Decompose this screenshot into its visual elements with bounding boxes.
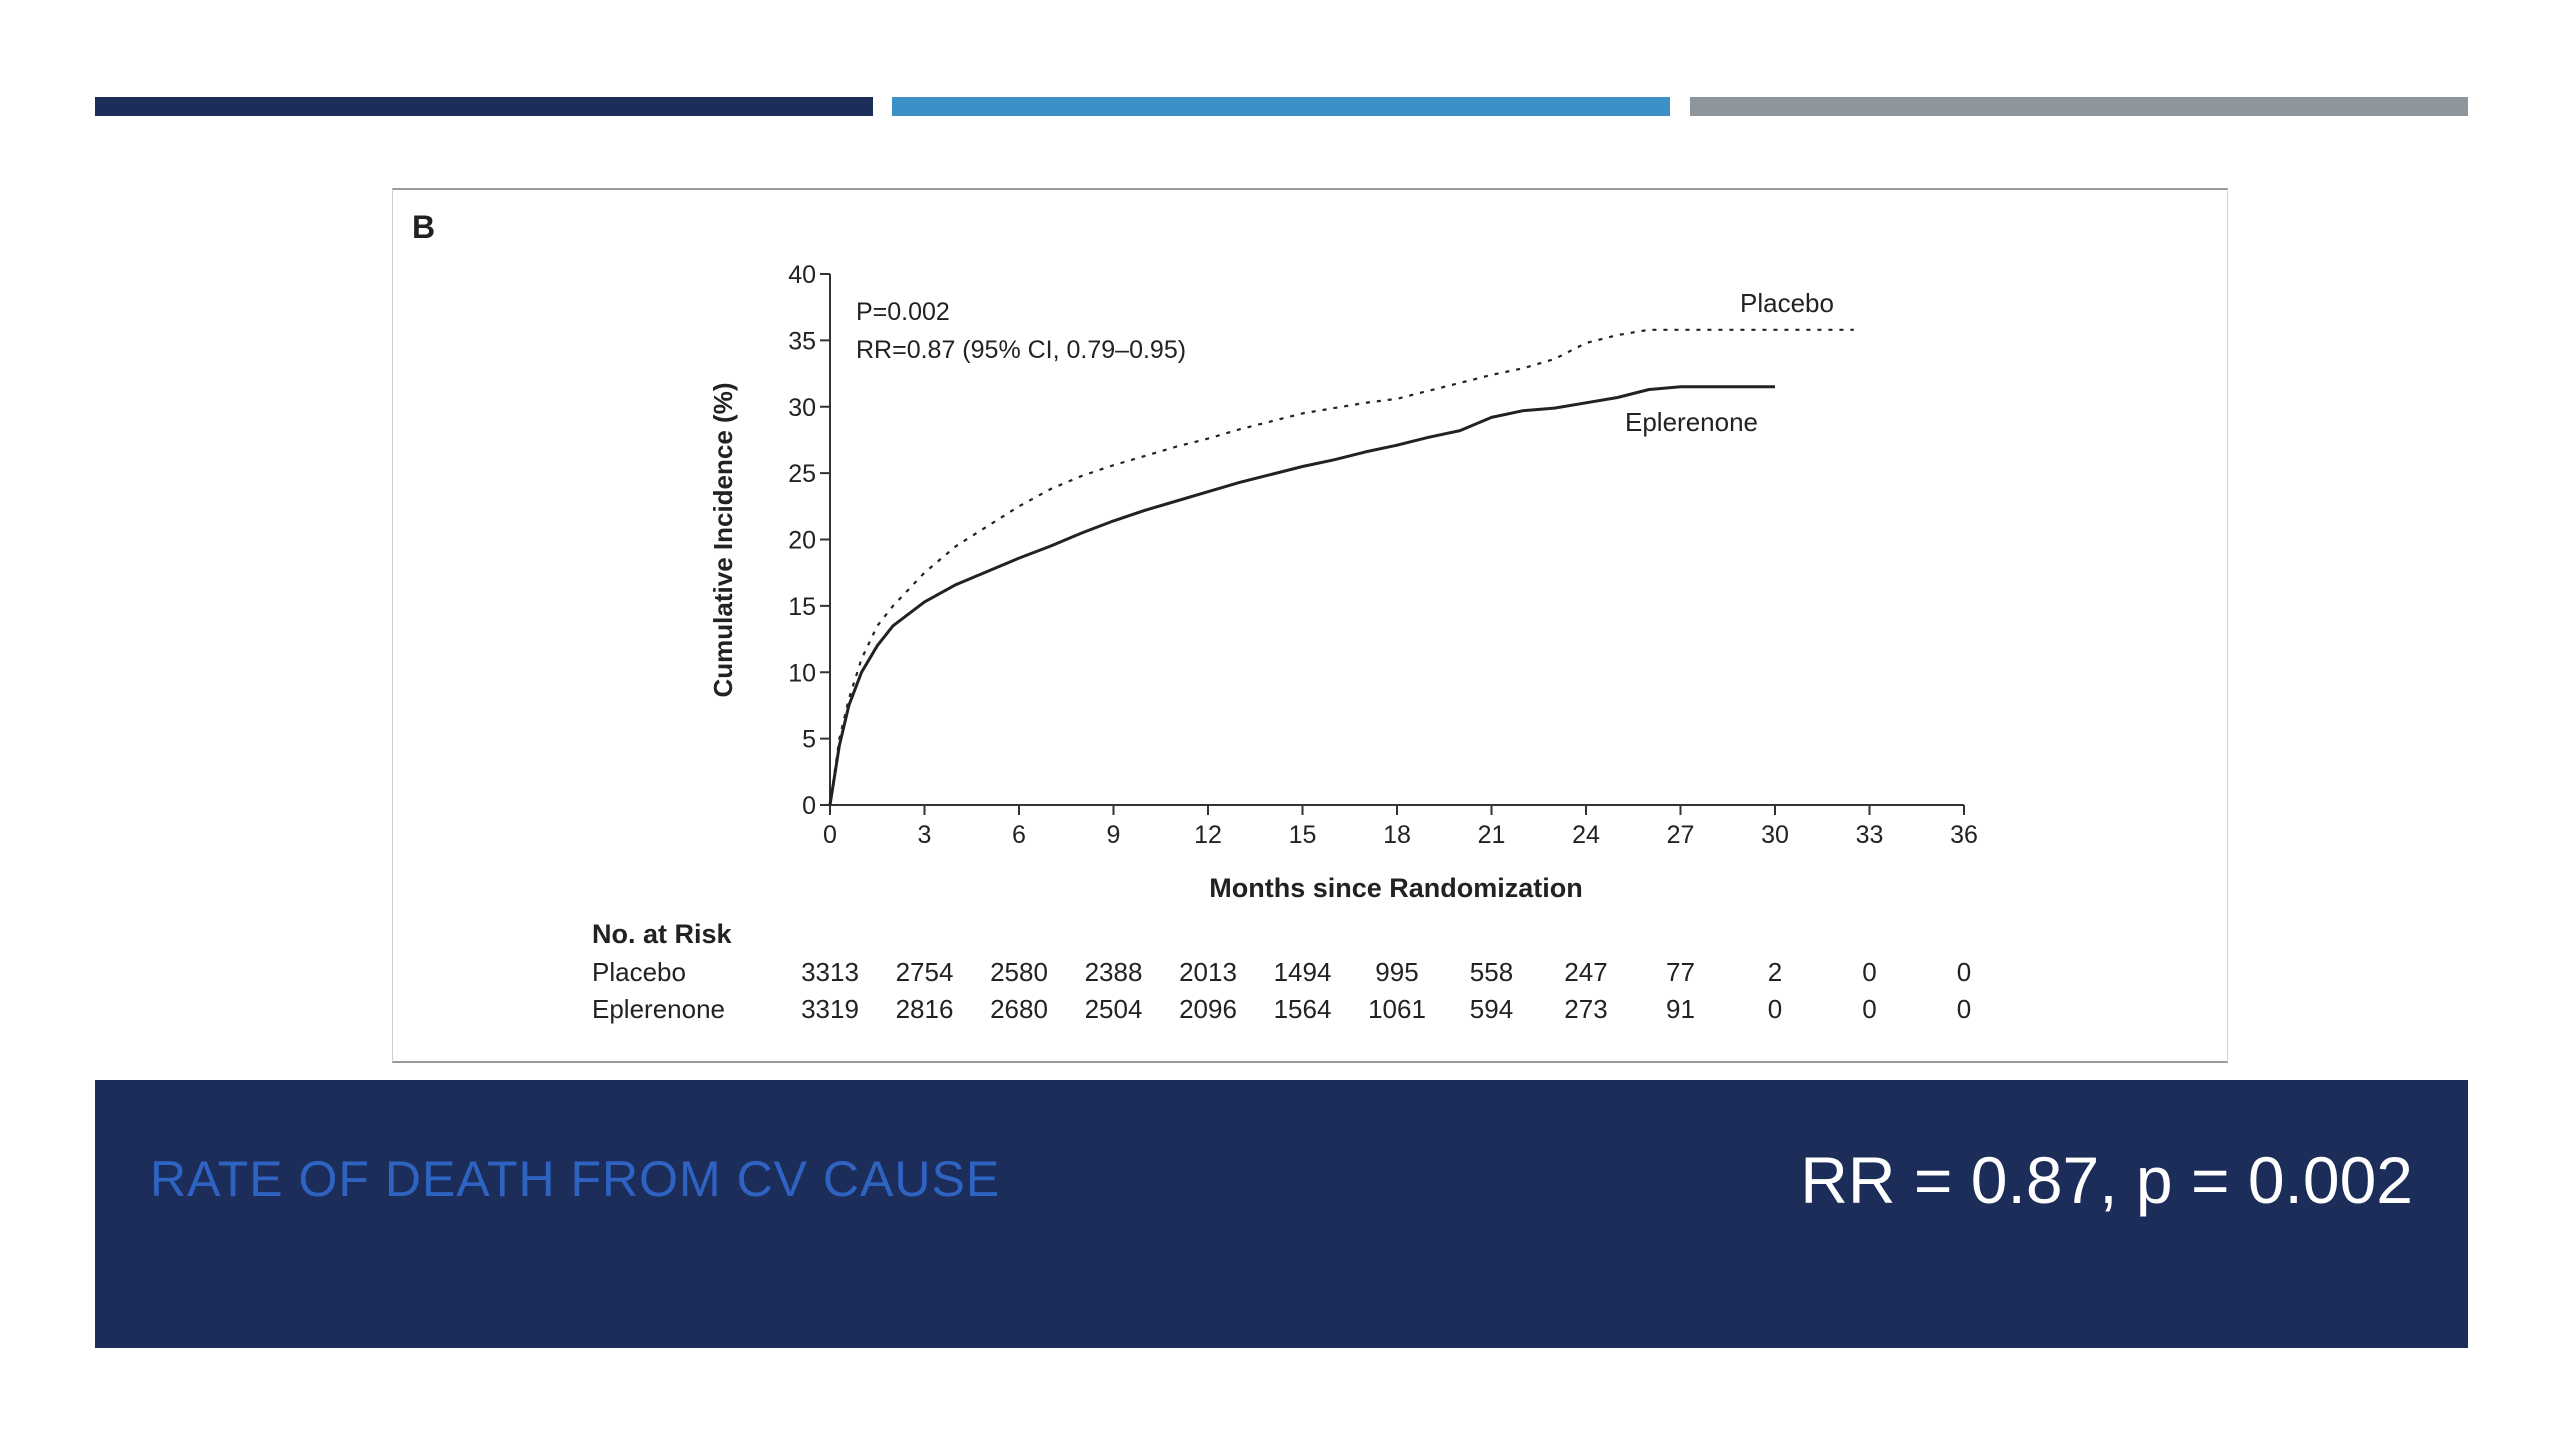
- x-tick-label: 30: [1761, 821, 1789, 849]
- risk-table-header: No. at Risk: [592, 919, 733, 949]
- x-tick-label: 24: [1572, 821, 1600, 849]
- risk-table-values: 3313 2754 2580 2388 2013 1494 995 558 247 77 2 0 0 33…: [801, 957, 1971, 1024]
- x-tick-label: 21: [1478, 821, 1506, 849]
- y-tick-label: 30: [788, 394, 816, 422]
- risk-value-eplerenone: 273: [1564, 994, 1607, 1024]
- risk-value-placebo: 1494: [1274, 957, 1332, 987]
- risk-value-eplerenone: 2816: [896, 994, 954, 1024]
- risk-value-eplerenone: 3319: [801, 994, 859, 1024]
- x-tick-label: 27: [1667, 821, 1695, 849]
- series-label-placebo: Placebo: [1740, 288, 1834, 318]
- risk-value-placebo: 558: [1470, 957, 1513, 987]
- x-tick-label: 6: [1012, 821, 1026, 849]
- series-layer: [828, 328, 1854, 806]
- risk-value-placebo: 2: [1768, 957, 1782, 987]
- risk-value-eplerenone: 0: [1768, 994, 1782, 1024]
- risk-value-eplerenone: 2096: [1179, 994, 1237, 1024]
- y-tick-label: 5: [802, 726, 816, 754]
- x-tick-label: 12: [1194, 821, 1222, 849]
- risk-value-placebo: 2754: [896, 957, 954, 987]
- risk-value-placebo: 77: [1666, 957, 1695, 987]
- rr-annotation: RR=0.87 (95% CI, 0.79–0.95): [856, 336, 1186, 364]
- footer-band: RATE OF DEATH FROM CV CAUSE RR = 0.87, p…: [95, 1080, 2468, 1348]
- risk-value-placebo: 2580: [990, 957, 1048, 987]
- figure-frame: [392, 188, 2228, 1063]
- risk-value-eplerenone: 2680: [990, 994, 1048, 1024]
- risk-value-placebo: 0: [1957, 957, 1971, 987]
- risk-value-eplerenone: 91: [1666, 994, 1695, 1024]
- y-tick-label: 40: [788, 261, 816, 289]
- x-tick-label: 0: [823, 821, 837, 849]
- risk-value-eplerenone: 594: [1470, 994, 1513, 1024]
- slide-title: RATE OF DEATH FROM CV CAUSE: [150, 1151, 1001, 1207]
- y-tick-label: 25: [788, 460, 816, 488]
- p-value-annotation: P=0.002: [856, 298, 950, 326]
- y-tick-label: 35: [788, 327, 816, 355]
- x-tick-label: 15: [1289, 821, 1317, 849]
- y-tick-label: 10: [788, 659, 816, 687]
- x-tick-label: 3: [918, 821, 932, 849]
- x-tick-label: 9: [1107, 821, 1121, 849]
- accent-bar-navy: [95, 97, 873, 116]
- x-tick-label: 33: [1856, 821, 1884, 849]
- x-axis-label: Months since Randomization: [1209, 873, 1583, 903]
- risk-row-label-placebo: Placebo: [592, 957, 686, 987]
- risk-value-placebo: 0: [1862, 957, 1876, 987]
- series-label-eplerenone: Eplerenone: [1625, 407, 1758, 437]
- summary-statistic: RR = 0.87, p = 0.002: [1800, 1143, 2413, 1217]
- risk-value-placebo: 247: [1564, 957, 1607, 987]
- series-line-placebo: [828, 328, 1854, 806]
- risk-value-placebo: 3313: [801, 957, 859, 987]
- panel-label: B: [412, 209, 435, 245]
- risk-value-eplerenone: 0: [1957, 994, 1971, 1024]
- risk-value-eplerenone: 2504: [1085, 994, 1143, 1024]
- accent-bar-blue: [892, 97, 1670, 116]
- y-tick-label: 15: [788, 593, 816, 621]
- risk-value-placebo: 2388: [1085, 957, 1143, 987]
- risk-value-eplerenone: 1564: [1274, 994, 1332, 1024]
- risk-value-eplerenone: 1061: [1368, 994, 1426, 1024]
- y-axis-label: Cumulative Incidence (%): [708, 383, 738, 698]
- risk-row-label-eplerenone: Eplerenone: [592, 994, 725, 1024]
- y-tick-label: 20: [788, 527, 816, 555]
- y-tick-label: 0: [802, 792, 816, 820]
- risk-value-placebo: 995: [1375, 957, 1418, 987]
- series-line-eplerenone: [828, 385, 1775, 806]
- accent-bar-gray: [1690, 97, 2468, 116]
- risk-value-eplerenone: 0: [1862, 994, 1876, 1024]
- risk-value-placebo: 2013: [1179, 957, 1237, 987]
- x-tick-label: 18: [1383, 821, 1411, 849]
- x-tick-label: 36: [1950, 821, 1978, 849]
